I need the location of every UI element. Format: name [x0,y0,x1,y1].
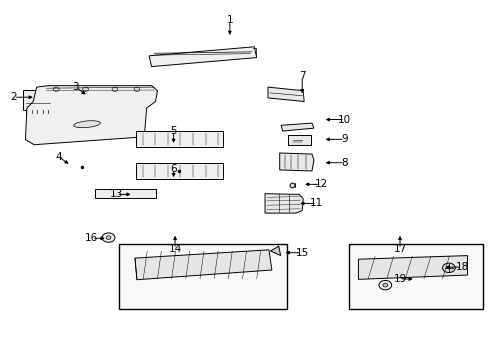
Text: 19: 19 [392,274,406,284]
Circle shape [112,87,118,91]
Text: 11: 11 [309,198,323,208]
FancyBboxPatch shape [348,244,482,309]
Text: 6: 6 [170,164,177,174]
Circle shape [442,263,454,273]
Text: 9: 9 [341,134,347,144]
Text: 14: 14 [168,244,182,254]
Circle shape [382,283,387,287]
Polygon shape [270,246,280,256]
Text: 13: 13 [109,189,123,199]
Polygon shape [135,250,271,280]
Text: 17: 17 [392,244,406,254]
FancyBboxPatch shape [95,189,156,198]
Polygon shape [149,47,256,67]
Text: 18: 18 [454,262,468,272]
Polygon shape [264,194,303,213]
Polygon shape [279,153,313,171]
Text: 2: 2 [10,92,17,102]
Text: 7: 7 [298,71,305,81]
Circle shape [82,87,88,91]
FancyBboxPatch shape [23,90,53,110]
FancyBboxPatch shape [287,135,310,145]
Text: 5: 5 [170,126,177,136]
Polygon shape [281,123,313,131]
Text: 1: 1 [226,15,233,25]
Circle shape [106,236,111,239]
Circle shape [102,233,115,242]
Text: 3: 3 [72,82,79,92]
Text: 15: 15 [295,248,308,258]
Polygon shape [358,256,467,279]
Text: 16: 16 [85,233,99,243]
Text: 8: 8 [341,158,347,168]
Polygon shape [25,86,157,145]
Circle shape [134,87,140,91]
Text: 12: 12 [314,179,328,189]
Circle shape [378,280,391,290]
Text: 10: 10 [338,114,350,125]
Ellipse shape [74,121,100,128]
FancyBboxPatch shape [119,244,286,309]
Text: 4: 4 [55,152,62,162]
FancyBboxPatch shape [136,163,223,179]
Circle shape [53,87,59,91]
Polygon shape [267,87,304,102]
FancyBboxPatch shape [136,131,223,147]
